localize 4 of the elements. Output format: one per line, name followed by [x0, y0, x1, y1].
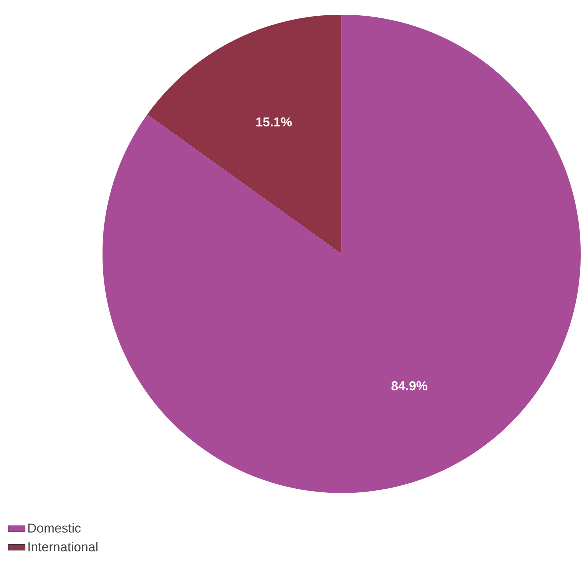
data-label: 84.9%: [392, 381, 428, 391]
legend-label: Domestic: [28, 523, 81, 533]
data-label: 15.1%: [256, 118, 292, 127]
legend-label: International: [28, 542, 98, 552]
